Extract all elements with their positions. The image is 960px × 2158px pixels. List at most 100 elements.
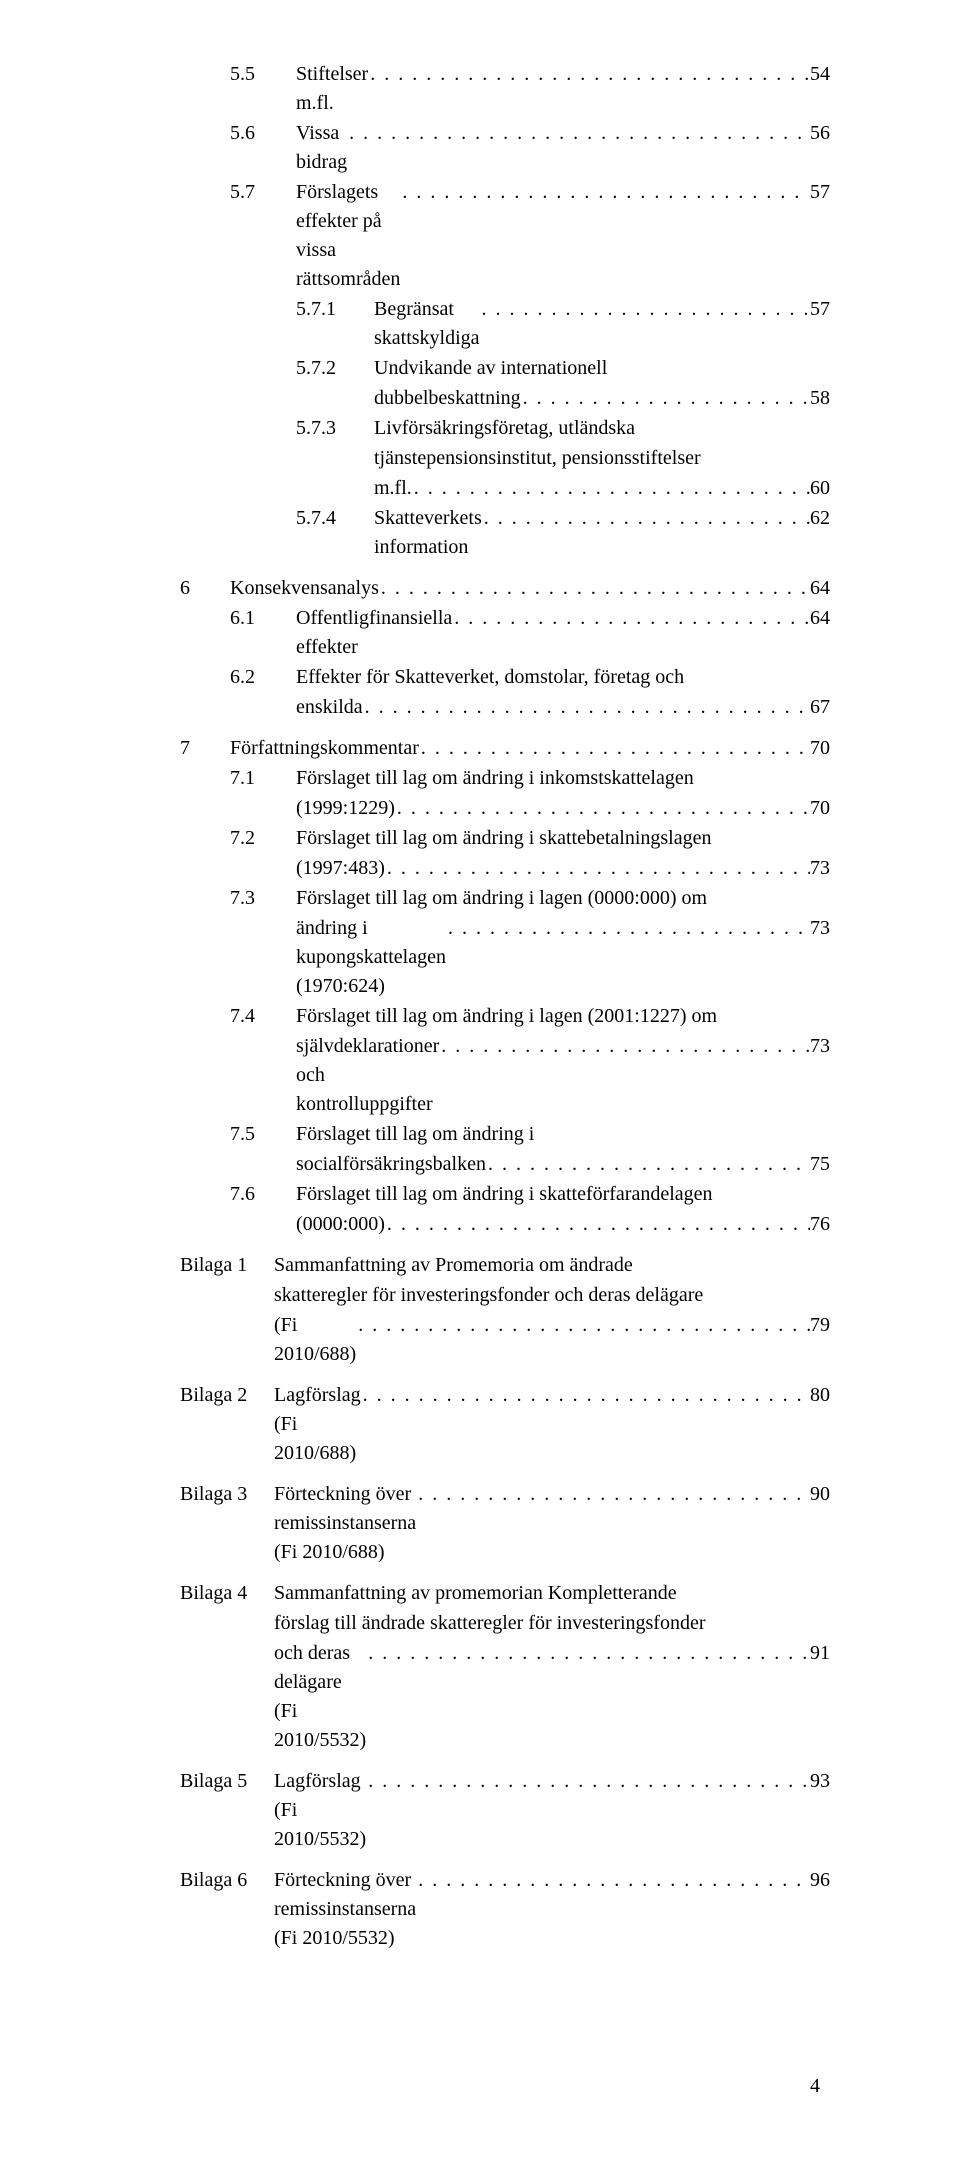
- toc-entry: Bilaga 1Sammanfattning av Promemoria om …: [180, 1251, 830, 1280]
- toc-leader: . . . . . . . . . . . . . . . . . . . . …: [412, 474, 810, 503]
- toc-number: Bilaga 2: [180, 1381, 274, 1410]
- toc-number: 5.5: [180, 60, 296, 89]
- toc-title: tjänstepensionsinstitut, pensionsstiftel…: [180, 444, 701, 473]
- toc-page: 73: [810, 914, 830, 943]
- toc-entry: 6Konsekvensanalys. . . . . . . . . . . .…: [180, 574, 830, 603]
- toc-entry-continuation: självdeklarationer och kontrolluppgifter…: [180, 1032, 830, 1119]
- toc-page: 80: [810, 1381, 830, 1410]
- toc-title: självdeklarationer och kontrolluppgifter: [180, 1032, 439, 1119]
- toc-title: Förslaget till lag om ändring i: [296, 1120, 534, 1149]
- toc-entry: 7.4Förslaget till lag om ändring i lagen…: [180, 1002, 830, 1031]
- toc-title: skatteregler för investeringsfonder och …: [180, 1281, 703, 1310]
- toc-title: (0000:000): [180, 1210, 385, 1239]
- toc-entry-continuation: socialförsäkringsbalken. . . . . . . . .…: [180, 1150, 830, 1179]
- toc-number: 7.4: [180, 1002, 296, 1031]
- toc-page: 62: [810, 504, 830, 533]
- toc-leader: . . . . . . . . . . . . . . . . . . . . …: [361, 1381, 810, 1410]
- toc-leader: . . . . . . . . . . . . . . . . . . . . …: [480, 295, 810, 324]
- toc-leader: . . . . . . . . . . . . . . . . . . . . …: [347, 119, 810, 148]
- toc-page: 75: [810, 1150, 830, 1179]
- toc-group: Bilaga 2Lagförslag (Fi 2010/688). . . . …: [180, 1381, 830, 1468]
- toc-title: Vissa bidrag: [296, 119, 347, 177]
- toc-title: Konsekvensanalys: [230, 574, 379, 603]
- toc-entry-continuation: ändring i kupongskattelagen (1970:624). …: [180, 914, 830, 1001]
- toc-title: (Fi 2010/688): [180, 1311, 356, 1369]
- toc-page: 57: [810, 178, 830, 207]
- toc-title: Författningskommentar: [230, 734, 419, 763]
- toc-group: 6Konsekvensanalys. . . . . . . . . . . .…: [180, 574, 830, 722]
- toc-leader: . . . . . . . . . . . . . . . . . . . . …: [482, 504, 810, 533]
- toc-entry-continuation: skatteregler för investeringsfonder och …: [180, 1281, 830, 1310]
- toc-page: 90: [810, 1480, 830, 1509]
- toc-page: 70: [810, 794, 830, 823]
- toc-number: 6.1: [180, 604, 296, 633]
- toc-number: 5.7.2: [180, 354, 374, 383]
- toc-page: 73: [810, 1032, 830, 1061]
- toc-number: 5.7.1: [180, 295, 374, 324]
- toc-number: 7: [180, 734, 230, 763]
- toc-entry: 5.7.3Livförsäkringsföretag, utländska: [180, 414, 830, 443]
- toc-entry: 7.1Förslaget till lag om ändring i inkom…: [180, 764, 830, 793]
- toc-entry: Bilaga 6Förteckning över remissinstanser…: [180, 1866, 830, 1953]
- toc-leader: . . . . . . . . . . . . . . . . . . . . …: [366, 1639, 810, 1668]
- toc-entry: 5.6Vissa bidrag. . . . . . . . . . . . .…: [180, 119, 830, 177]
- toc-number: Bilaga 6: [180, 1866, 274, 1895]
- toc-entry-continuation: (Fi 2010/688). . . . . . . . . . . . . .…: [180, 1311, 830, 1369]
- toc-entry-continuation: (0000:000). . . . . . . . . . . . . . . …: [180, 1210, 830, 1239]
- toc-title: Förteckning över remissinstanserna (Fi 2…: [274, 1480, 416, 1567]
- toc-entry-continuation: m.fl. . . . . . . . . . . . . . . . . . …: [180, 474, 830, 503]
- toc-number: 5.7.4: [180, 504, 374, 533]
- toc-number: 5.7.3: [180, 414, 374, 443]
- toc-title: ändring i kupongskattelagen (1970:624): [180, 914, 446, 1001]
- toc-page: 60: [810, 474, 830, 503]
- toc-page: 76: [810, 1210, 830, 1239]
- toc-title: Livförsäkringsföretag, utländska: [374, 414, 635, 443]
- toc-leader: . . . . . . . . . . . . . . . . . . . . …: [419, 734, 810, 763]
- toc-page: 79: [810, 1311, 830, 1340]
- toc-leader: . . . . . . . . . . . . . . . . . . . . …: [486, 1150, 810, 1179]
- toc-title: Skatteverkets information: [374, 504, 482, 562]
- toc-number: Bilaga 3: [180, 1480, 274, 1509]
- toc-entry: Bilaga 4Sammanfattning av promemorian Ko…: [180, 1579, 830, 1608]
- toc-leader: . . . . . . . . . . . . . . . . . . . . …: [379, 574, 810, 603]
- toc-page: 73: [810, 854, 830, 883]
- toc-entry: 6.1Offentligfinansiella effekter. . . . …: [180, 604, 830, 662]
- toc-entry: 5.7Förslagets effekter på vissa rättsomr…: [180, 178, 830, 294]
- toc-group: Bilaga 4Sammanfattning av promemorian Ko…: [180, 1579, 830, 1755]
- toc-entry: 7.3Förslaget till lag om ändring i lagen…: [180, 884, 830, 913]
- toc-title: enskilda: [180, 693, 363, 722]
- toc-entry-continuation: enskilda. . . . . . . . . . . . . . . . …: [180, 693, 830, 722]
- toc-number: 5.6: [180, 119, 296, 148]
- toc-title: Förslaget till lag om ändring i lagen (2…: [296, 1002, 717, 1031]
- toc-title: Effekter för Skatteverket, domstolar, fö…: [296, 663, 684, 692]
- toc-title: Förslagets effekter på vissa rättsområde…: [296, 178, 400, 294]
- toc-group: 5.5Stiftelser m.fl.. . . . . . . . . . .…: [180, 60, 830, 562]
- toc-group: Bilaga 1Sammanfattning av Promemoria om …: [180, 1251, 830, 1369]
- toc-title: och deras delägare (Fi 2010/5532): [180, 1639, 366, 1755]
- table-of-contents: 5.5Stiftelser m.fl.. . . . . . . . . . .…: [180, 60, 830, 1953]
- toc-page: 96: [810, 1866, 830, 1895]
- toc-number: 5.7: [180, 178, 296, 207]
- toc-title: Stiftelser m.fl.: [296, 60, 368, 118]
- toc-page: 56: [810, 119, 830, 148]
- toc-entry-continuation: förslag till ändrade skatteregler för in…: [180, 1609, 830, 1638]
- toc-entry: 6.2Effekter för Skatteverket, domstolar,…: [180, 663, 830, 692]
- toc-title: m.fl.: [180, 474, 412, 503]
- toc-title: förslag till ändrade skatteregler för in…: [180, 1609, 706, 1638]
- toc-title: (1997:483): [180, 854, 385, 883]
- toc-title: Förteckning över remissinstanserna (Fi 2…: [274, 1866, 416, 1953]
- toc-entry: 7.2Förslaget till lag om ändring i skatt…: [180, 824, 830, 853]
- toc-leader: . . . . . . . . . . . . . . . . . . . . …: [356, 1311, 810, 1340]
- toc-entry: 5.7.2Undvikande av internationell: [180, 354, 830, 383]
- toc-entry-continuation: (1997:483). . . . . . . . . . . . . . . …: [180, 854, 830, 883]
- toc-title: Förslaget till lag om ändring i skattefö…: [296, 1180, 713, 1209]
- toc-group: Bilaga 3Förteckning över remissinstanser…: [180, 1480, 830, 1567]
- toc-entry: Bilaga 5Lagförslag (Fi 2010/5532). . . .…: [180, 1767, 830, 1854]
- toc-page: 58: [810, 384, 830, 413]
- toc-entry: 7Författningskommentar. . . . . . . . . …: [180, 734, 830, 763]
- toc-title: (1999:1229): [180, 794, 395, 823]
- toc-number: Bilaga 4: [180, 1579, 274, 1608]
- toc-group: Bilaga 5Lagförslag (Fi 2010/5532). . . .…: [180, 1767, 830, 1854]
- toc-leader: . . . . . . . . . . . . . . . . . . . . …: [400, 178, 810, 207]
- toc-title: Lagförslag (Fi 2010/688): [274, 1381, 361, 1468]
